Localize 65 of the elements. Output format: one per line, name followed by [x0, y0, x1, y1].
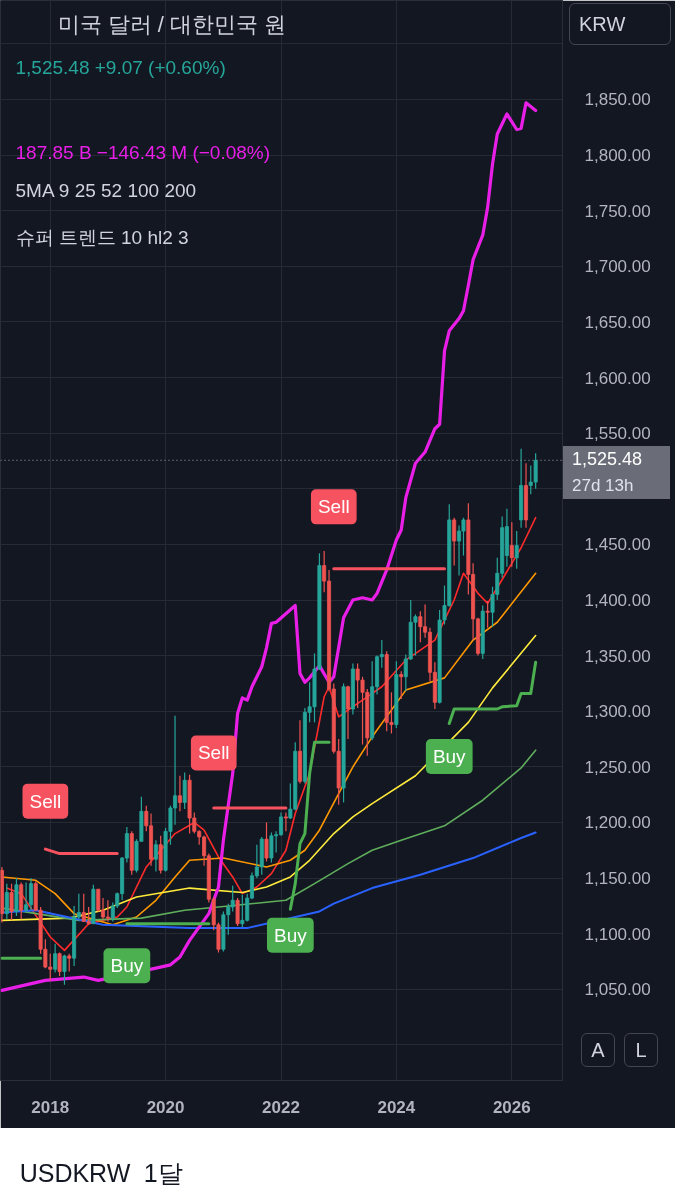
x-tick-label: 2020 — [146, 1097, 185, 1117]
y-tick-label: 1,150.00 — [584, 869, 651, 889]
candlestick — [53, 943, 58, 974]
y-tick-label: 1,650.00 — [584, 312, 651, 332]
annotation: 187.85 B −146.43 M (−0.08%) — [15, 142, 271, 163]
candlestick — [485, 600, 490, 629]
y-tick-label: 1,400.00 — [584, 591, 651, 611]
candlestick — [399, 670, 404, 700]
text: 1,525.48 +9.07 (+0.60%) — [15, 57, 226, 78]
annotation: Buy — [273, 924, 308, 946]
candlestick — [514, 530, 519, 570]
text: A — [581, 1033, 615, 1067]
annotation: 슈퍼 트렌드 10 hl2 3 — [15, 227, 189, 248]
text: L — [624, 1033, 658, 1067]
text: USDKRW — [19, 1158, 131, 1187]
candlestick — [283, 811, 288, 832]
y-tick-label: 1,200.00 — [584, 813, 651, 833]
annotation: Sell — [29, 790, 62, 812]
annotation: Buy — [432, 745, 467, 767]
annotation: Sell — [317, 496, 350, 518]
text: 1달 — [143, 1158, 183, 1187]
candlestick — [269, 831, 274, 864]
candlestick — [62, 954, 67, 986]
x-tick-label: 2022 — [262, 1097, 300, 1117]
candlestick — [182, 771, 187, 810]
candlestick — [177, 775, 182, 812]
annotation: Sell — [197, 742, 230, 764]
ref-line-label: 1,525.48 — [563, 446, 670, 473]
candlestick — [264, 821, 269, 862]
candlestick — [240, 894, 245, 928]
candlestick — [9, 883, 14, 921]
x-tick-label: 2026 — [492, 1097, 531, 1117]
y-tick-label: 1,300.00 — [584, 702, 651, 722]
y-tick-label: 1,100.00 — [584, 924, 651, 944]
line-series — [1, 634, 537, 922]
candlestick — [24, 881, 29, 914]
y-tick-label: 1,350.00 — [584, 646, 651, 666]
candlestick — [346, 685, 350, 740]
line-series — [1, 572, 537, 926]
candlestick — [105, 899, 110, 923]
y-tick-label: 1,850.00 — [584, 90, 651, 110]
candlestick — [153, 839, 158, 872]
annotation: 5MA 9 25 52 100 200 — [15, 180, 197, 201]
candlestick — [28, 877, 33, 911]
annotation: Buy — [110, 955, 144, 977]
text: 27d 13h — [563, 473, 670, 499]
line-series — [6, 516, 537, 952]
y-tick-label: 1,550.00 — [584, 424, 651, 444]
x-tick-label: 2018 — [31, 1097, 70, 1117]
line-series — [0, 101, 538, 993]
y-tick-label: 1,800.00 — [584, 146, 651, 166]
candlestick — [509, 521, 514, 568]
text: 미국 달러 / 대한민국 원 — [57, 12, 287, 37]
candlestick — [533, 452, 538, 490]
candlestick — [452, 517, 457, 567]
y-tick-label: 1,700.00 — [584, 257, 651, 277]
y-tick-label: 1,600.00 — [584, 368, 651, 388]
y-tick-label: 1,050.00 — [584, 980, 651, 1000]
x-tick-label: 2024 — [377, 1097, 416, 1117]
y-tick-label: 1,750.00 — [584, 201, 651, 221]
y-tick-label: 1,250.00 — [584, 757, 651, 777]
candlestick — [4, 883, 9, 920]
candlestick — [235, 897, 240, 927]
text: KRW — [569, 3, 671, 45]
y-tick-label: 1,450.00 — [584, 535, 651, 555]
